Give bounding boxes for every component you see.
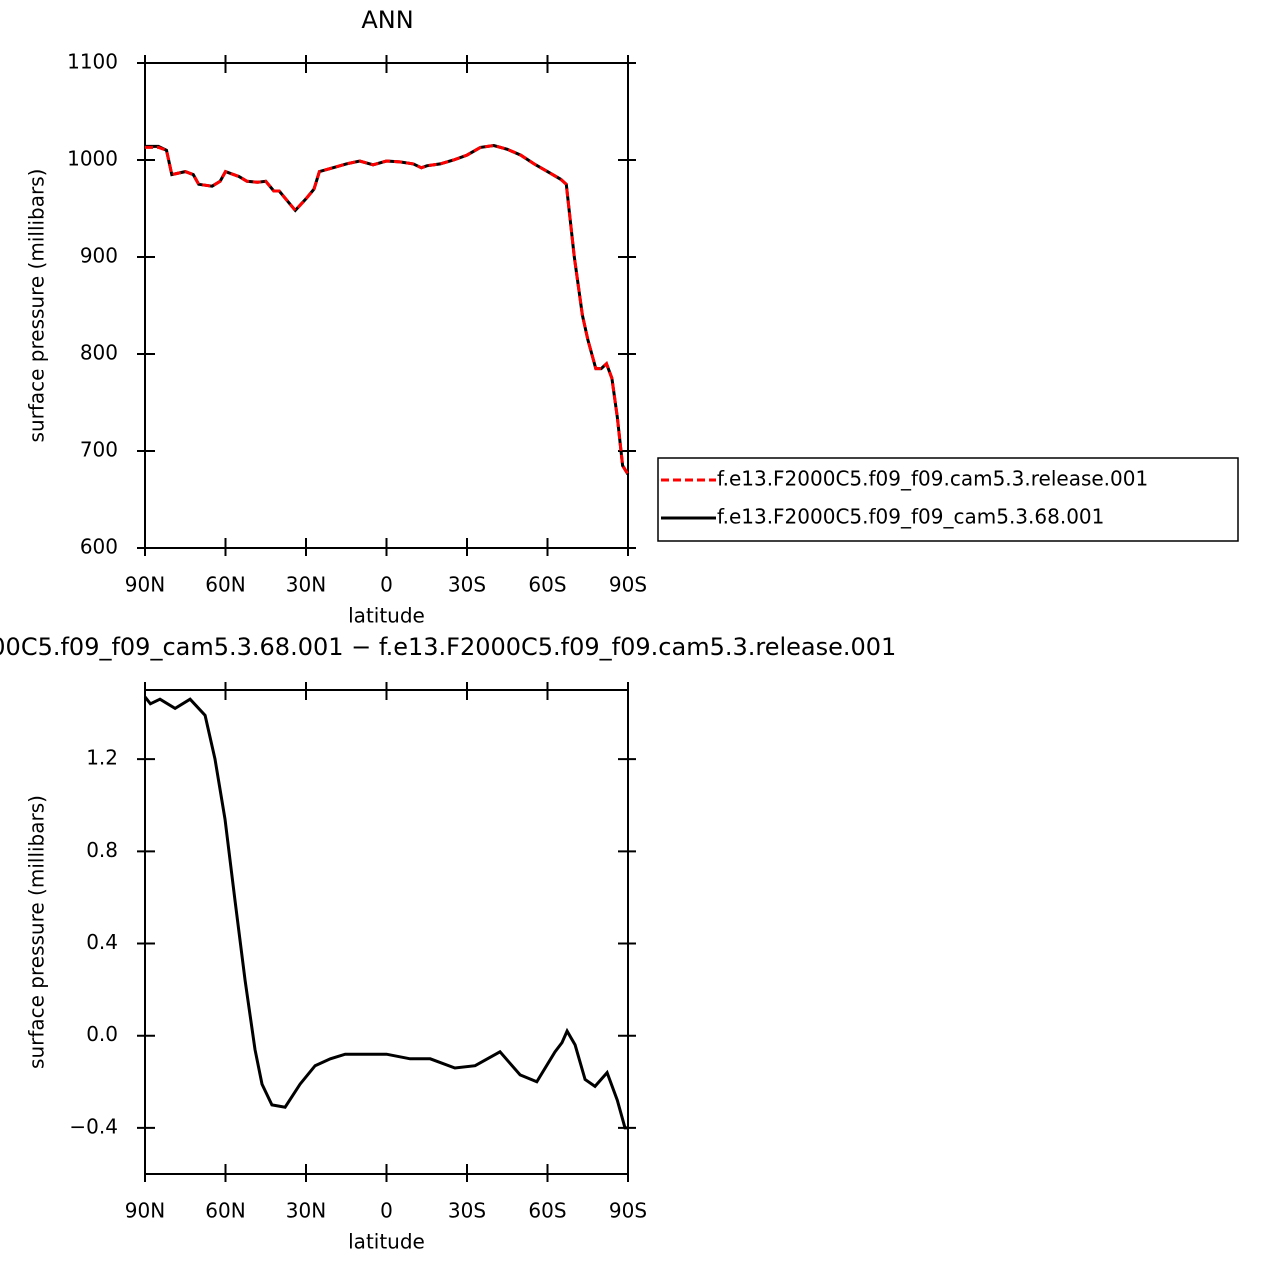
y-tick-label: −0.4 — [69, 1114, 118, 1138]
chart-title: ANN — [361, 6, 413, 34]
y-axis-label: surface pressure (millibars) — [25, 795, 49, 1069]
x-tick-label: 60N — [205, 1199, 245, 1223]
legend-box — [657, 457, 1239, 542]
x-axis-label: latitude — [348, 604, 425, 628]
x-tick-label: 90S — [609, 573, 647, 597]
y-tick-label: 800 — [80, 341, 118, 365]
y-tick-label: 700 — [80, 438, 118, 462]
chart-title: f.e13.F2000C5.f09_f09_cam5.3.68.001 − f.… — [0, 633, 896, 661]
data-line — [145, 143, 630, 476]
y-tick-label: 0.8 — [86, 838, 118, 862]
y-axis-label: surface pressure (millibars) — [25, 169, 49, 443]
y-tick-label: 0.4 — [86, 930, 118, 954]
legend-label: f.e13.F2000C5.f09_f09.cam5.3.release.001 — [717, 467, 1148, 491]
x-tick-label: 90N — [125, 1199, 165, 1223]
x-tick-label: 90N — [125, 573, 165, 597]
x-tick-label: 60N — [205, 573, 245, 597]
y-tick-label: 0.0 — [86, 1022, 118, 1046]
x-tick-label: 0 — [380, 1199, 393, 1223]
x-tick-label: 30S — [448, 1199, 486, 1223]
y-tick-label: 900 — [80, 244, 118, 268]
data-line — [145, 143, 630, 476]
y-tick-label: 1000 — [67, 147, 118, 171]
x-tick-label: 90S — [609, 1199, 647, 1223]
x-tick-label: 60S — [528, 1199, 566, 1223]
x-axis-label: latitude — [348, 1230, 425, 1254]
data-line — [143, 695, 628, 1130]
x-tick-label: 60S — [528, 573, 566, 597]
x-tick-label: 30N — [286, 573, 326, 597]
x-tick-label: 0 — [380, 573, 393, 597]
plot-frame — [144, 689, 629, 1175]
legend-label: f.e13.F2000C5.f09_f09_cam5.3.68.001 — [717, 505, 1104, 529]
plot-frame — [144, 62, 629, 549]
y-tick-label: 1.2 — [86, 746, 118, 770]
y-tick-label: 600 — [80, 535, 118, 559]
y-tick-label: 1100 — [67, 50, 118, 74]
x-tick-label: 30S — [448, 573, 486, 597]
x-tick-label: 30N — [286, 1199, 326, 1223]
